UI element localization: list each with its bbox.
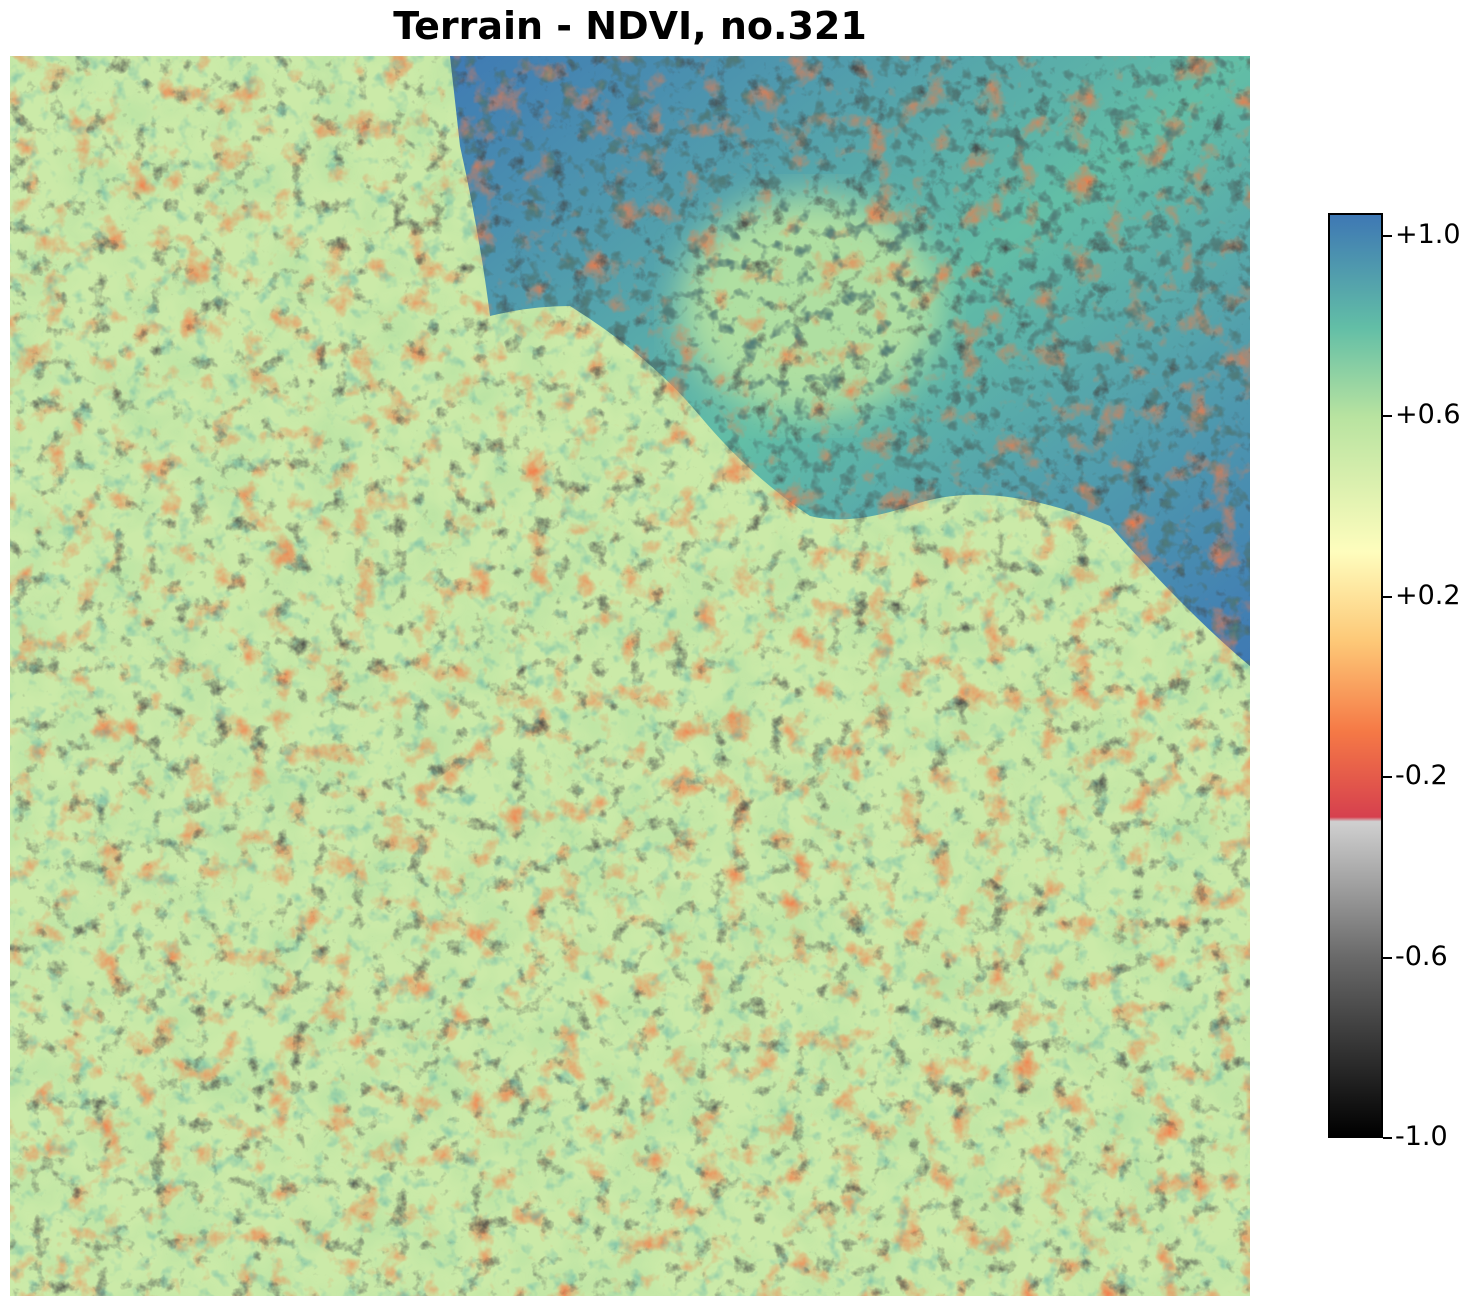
colorbar-tick-mark <box>1383 415 1392 418</box>
colorbar-tick-label: -1.0 <box>1395 1121 1448 1152</box>
colorbar-tick-mark <box>1383 1137 1392 1139</box>
ndvi-heatmap <box>10 56 1250 1296</box>
colorbar-tick-mark <box>1383 956 1392 959</box>
colorbar-tick-label: -0.6 <box>1395 940 1448 972</box>
colorbar-tick-mark <box>1383 234 1392 237</box>
colorbar-tick-label: +0.2 <box>1395 579 1461 611</box>
colorbar-gradient <box>1328 213 1383 1138</box>
colorbar-tick-label: +1.0 <box>1395 218 1461 250</box>
chart-title: Terrain - NDVI, no.321 <box>393 4 867 48</box>
colorbar-tick-mark <box>1383 595 1392 598</box>
colorbar-tick-label: -0.2 <box>1395 760 1448 792</box>
colorbar: +1.0 +0.6 +0.2 -0.2 -0.6 -1.0 <box>1328 213 1461 1152</box>
heatmap-svg <box>10 56 1250 1296</box>
dense-vegetation-specks <box>10 56 1250 1296</box>
colorbar-tick-mark <box>1383 776 1392 779</box>
colorbar-tick-label: +0.6 <box>1395 399 1461 431</box>
